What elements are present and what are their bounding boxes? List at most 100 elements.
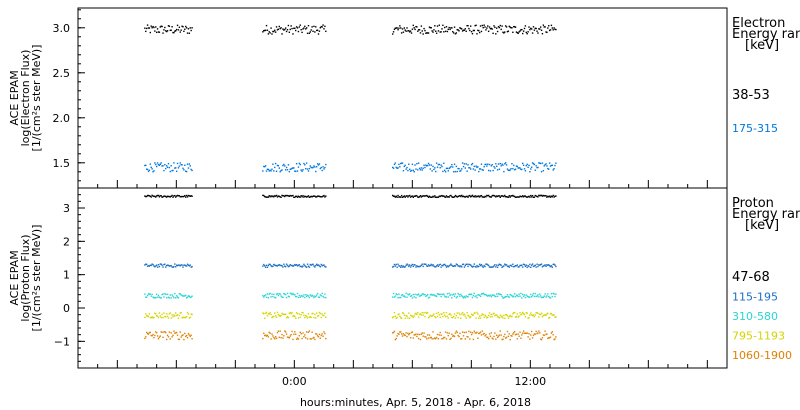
data-point	[420, 333, 423, 335]
data-point	[305, 27, 308, 29]
data-point	[530, 264, 533, 266]
data-point	[522, 30, 525, 32]
data-point	[155, 264, 158, 266]
data-point	[188, 32, 191, 34]
data-point	[284, 165, 286, 167]
data-point	[455, 195, 458, 198]
data-point	[146, 294, 149, 297]
data-point	[444, 296, 447, 298]
data-point	[402, 295, 405, 297]
data-point	[495, 338, 497, 340]
data-point	[307, 170, 310, 172]
data-point	[282, 337, 284, 339]
data-point	[543, 165, 545, 167]
data-point	[532, 163, 535, 165]
data-point	[518, 167, 520, 169]
data-point	[522, 263, 525, 265]
data-point	[550, 265, 553, 267]
data-point	[404, 266, 406, 268]
data-point	[285, 166, 288, 169]
data-point	[296, 196, 299, 198]
data-point	[324, 265, 326, 268]
data-point	[450, 27, 452, 29]
data-point	[152, 317, 154, 319]
data-point	[511, 163, 513, 165]
data-point	[271, 293, 273, 295]
data-point	[479, 25, 482, 27]
data-point	[536, 332, 538, 335]
data-point	[524, 332, 527, 334]
data-point	[165, 167, 167, 170]
data-point	[268, 170, 270, 172]
data-point	[485, 334, 487, 336]
data-point	[417, 196, 420, 198]
data-point	[453, 335, 456, 338]
data-point	[287, 195, 290, 197]
data-point	[264, 29, 267, 32]
data-point	[295, 163, 298, 165]
data-point	[532, 196, 535, 199]
data-point	[513, 266, 515, 268]
data-point	[397, 332, 399, 335]
data-point	[464, 296, 467, 299]
data-point	[179, 293, 181, 295]
data-point	[185, 170, 188, 173]
data-point	[162, 316, 164, 319]
data-point	[286, 29, 289, 31]
data-point	[534, 333, 536, 335]
data-point	[303, 196, 305, 198]
data-point	[465, 295, 467, 297]
data-point	[172, 334, 174, 337]
data-point	[519, 167, 521, 169]
data-point	[538, 264, 540, 266]
data-point	[292, 292, 294, 295]
data-point	[422, 314, 424, 316]
proton-legend-title-2: Energy ran	[732, 207, 800, 222]
data-point	[311, 196, 313, 198]
data-point	[189, 264, 191, 266]
data-point	[522, 266, 524, 268]
data-point	[475, 196, 477, 198]
data-point	[426, 32, 428, 34]
data-point	[173, 314, 175, 316]
data-point	[160, 263, 162, 265]
data-point	[474, 295, 476, 298]
data-point	[435, 312, 438, 315]
data-point	[480, 263, 483, 266]
data-point	[478, 315, 481, 317]
data-point	[165, 338, 168, 341]
data-point	[507, 196, 510, 198]
data-point	[474, 169, 476, 171]
data-point	[152, 195, 154, 197]
data-point	[315, 166, 318, 168]
data-point	[183, 338, 185, 341]
data-point	[493, 312, 495, 314]
data-point	[186, 336, 189, 339]
data-point	[262, 170, 264, 172]
data-point	[535, 266, 537, 268]
data-point	[530, 314, 533, 316]
data-point	[480, 314, 483, 317]
data-point	[169, 170, 171, 173]
data-point	[443, 195, 445, 197]
data-point	[469, 167, 471, 169]
data-point	[438, 195, 441, 197]
data-point	[305, 167, 307, 170]
data-point	[421, 311, 423, 314]
data-point	[392, 31, 395, 33]
data-point	[181, 25, 183, 27]
data-point	[554, 264, 556, 266]
data-point	[435, 162, 438, 164]
data-point	[492, 313, 494, 315]
data-point	[415, 333, 417, 335]
data-point	[442, 315, 444, 318]
data-point	[268, 195, 270, 197]
data-point	[436, 25, 439, 27]
data-point	[162, 165, 164, 167]
data-point	[320, 25, 322, 28]
data-point	[302, 295, 304, 298]
data-point	[550, 332, 553, 334]
data-point	[530, 194, 532, 197]
data-point	[429, 264, 432, 267]
